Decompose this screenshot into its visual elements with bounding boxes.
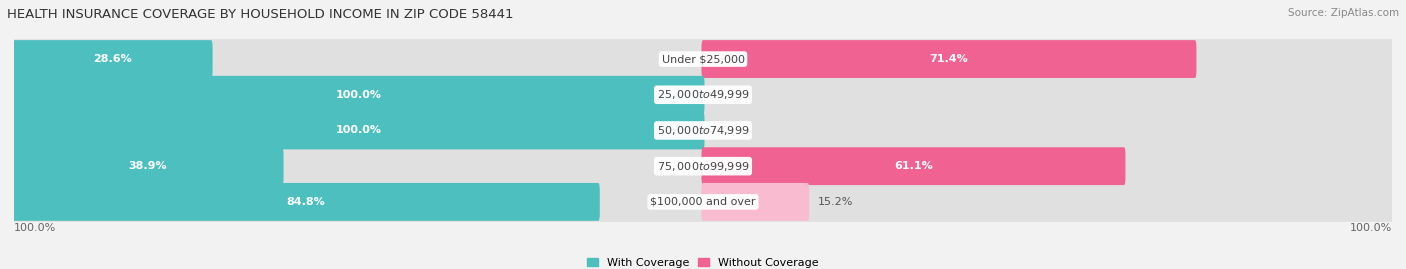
FancyBboxPatch shape — [13, 183, 600, 221]
FancyBboxPatch shape — [13, 147, 284, 185]
Text: HEALTH INSURANCE COVERAGE BY HOUSEHOLD INCOME IN ZIP CODE 58441: HEALTH INSURANCE COVERAGE BY HOUSEHOLD I… — [7, 8, 513, 21]
Text: $75,000 to $99,999: $75,000 to $99,999 — [657, 160, 749, 173]
Text: 100.0%: 100.0% — [336, 90, 381, 100]
Text: 84.8%: 84.8% — [287, 197, 326, 207]
FancyBboxPatch shape — [13, 76, 704, 114]
FancyBboxPatch shape — [702, 40, 1197, 78]
Text: $100,000 and over: $100,000 and over — [650, 197, 756, 207]
FancyBboxPatch shape — [13, 112, 704, 149]
FancyBboxPatch shape — [702, 147, 1125, 185]
FancyBboxPatch shape — [13, 111, 1393, 150]
Text: 71.4%: 71.4% — [929, 54, 969, 64]
Text: 15.2%: 15.2% — [818, 197, 853, 207]
FancyBboxPatch shape — [702, 183, 810, 221]
Text: 100.0%: 100.0% — [1350, 222, 1392, 233]
FancyBboxPatch shape — [13, 40, 212, 78]
Text: $50,000 to $74,999: $50,000 to $74,999 — [657, 124, 749, 137]
FancyBboxPatch shape — [13, 182, 1393, 222]
Text: 38.9%: 38.9% — [129, 161, 167, 171]
FancyBboxPatch shape — [13, 146, 1393, 186]
FancyBboxPatch shape — [13, 39, 1393, 79]
Text: Source: ZipAtlas.com: Source: ZipAtlas.com — [1288, 8, 1399, 18]
Legend: With Coverage, Without Coverage: With Coverage, Without Coverage — [582, 253, 824, 269]
Text: Under $25,000: Under $25,000 — [661, 54, 745, 64]
Text: 61.1%: 61.1% — [894, 161, 932, 171]
Text: 28.6%: 28.6% — [93, 54, 132, 64]
FancyBboxPatch shape — [13, 75, 1393, 115]
Text: 100.0%: 100.0% — [336, 125, 381, 136]
Text: 100.0%: 100.0% — [14, 222, 56, 233]
Text: $25,000 to $49,999: $25,000 to $49,999 — [657, 88, 749, 101]
